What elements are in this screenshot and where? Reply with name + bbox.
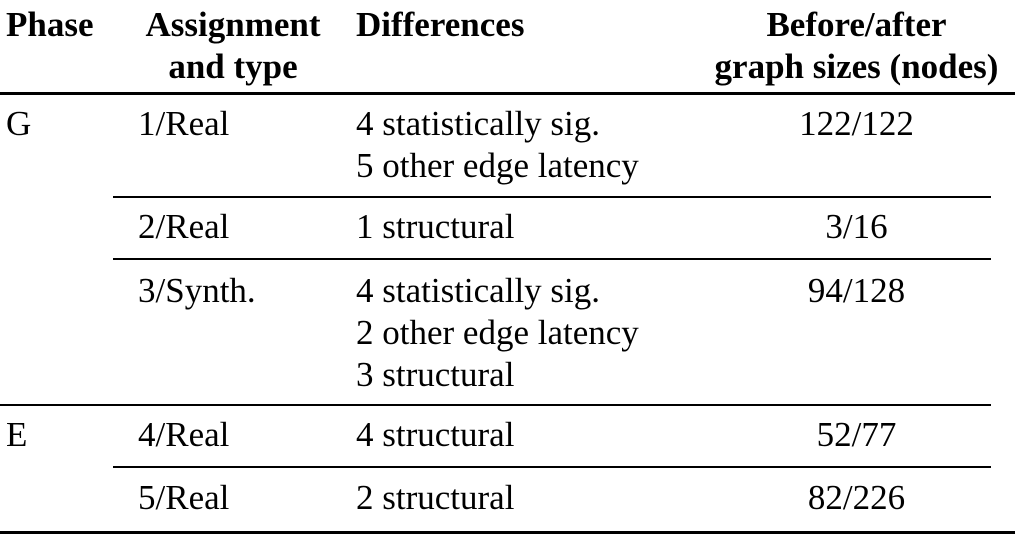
row-3-differences: 4 statistically sig. 2 other edge latenc… [356,270,639,396]
phase-rule [0,404,991,406]
row-1-sizes: 122/122 [799,104,914,143]
row-1-difference-1: 4 statistically sig. [356,104,601,143]
header-phase: Phase [6,5,94,44]
row-4-difference-1: 4 structural [356,415,515,454]
row-3-assignment: 3/Synth. [138,271,256,310]
row-1-difference-2: 5 other edge latency [356,146,639,185]
row-3-difference-1: 4 statistically sig. [356,271,601,310]
row-4-rule [113,466,991,468]
row-1-assignment: 1/Real [138,104,230,143]
header-assignment-line-1: Assignment [145,5,321,44]
row-4-assignment: 4/Real [138,415,230,454]
row-2-assignment: 2/Real [138,207,230,246]
row-2-sizes: 3/16 [825,207,888,246]
row-4-sizes: 52/77 [816,415,897,454]
header-assignment-line-2: and type [168,47,298,86]
row-2-difference-1: 1 structural [356,207,515,246]
row-3-difference-2: 2 other edge latency [356,313,639,352]
row-1-phase: G [6,104,32,143]
header-sizes-line-1: Before/after [766,5,947,44]
row-3-sizes: 94/128 [807,271,906,310]
header-sizes-line-2: graph sizes (nodes) [714,47,999,86]
row-5-difference-1: 2 structural [356,478,515,517]
row-5-differences: 2 structural [356,477,514,519]
row-2-rule [113,258,991,260]
row-4-phase: E [6,415,28,454]
row-5-assignment: 5/Real [138,478,230,517]
header-assignment: Assignment and type [134,4,332,88]
row-5-sizes: 82/226 [807,478,906,517]
bottom-rule [0,531,1015,534]
header-sizes: Before/after graph sizes (nodes) [700,4,1013,88]
header-differences: Differences [356,5,525,44]
row-3-difference-3: 3 structural [356,355,515,394]
header-rule [0,92,1015,95]
row-2-differences: 1 structural [356,206,514,248]
row-1-rule [113,196,991,198]
row-1-differences: 4 statistically sig. 5 other edge latenc… [356,103,639,187]
row-4-differences: 4 structural [356,414,514,456]
